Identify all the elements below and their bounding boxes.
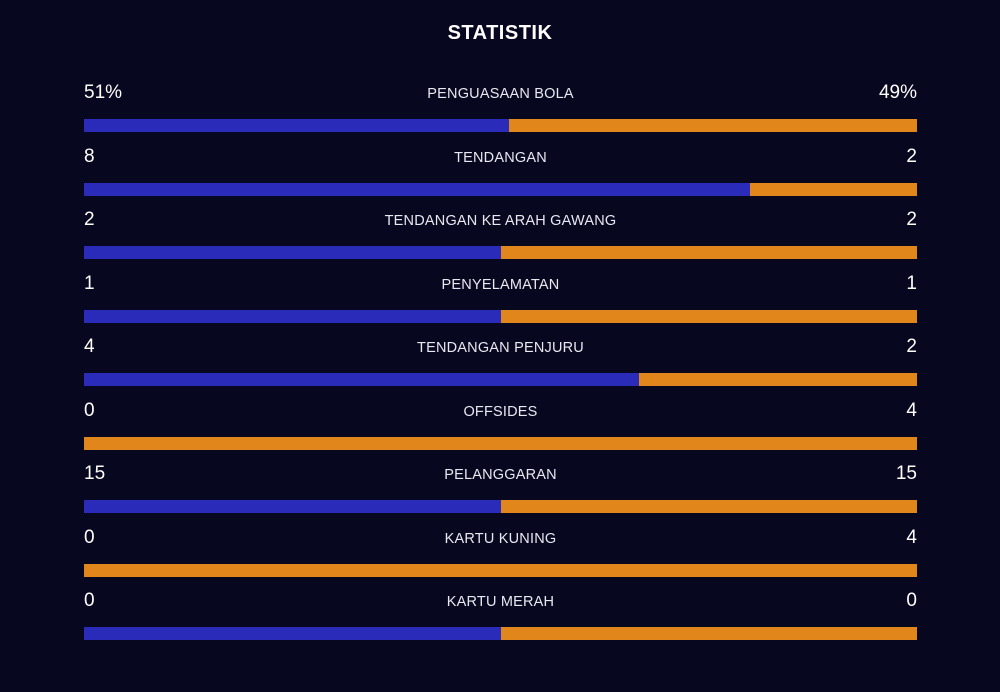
stat-row-possession: 51% PENGUASAAN BOLA 49% (84, 80, 917, 144)
away-value: 15 (895, 463, 917, 484)
comparison-bar (84, 373, 917, 386)
home-value: 0 (84, 399, 95, 421)
away-bar-segment (500, 309, 917, 323)
away-value: 2 (906, 209, 917, 230)
home-value: 51% (84, 82, 123, 103)
away-bar-segment (500, 500, 917, 513)
stat-label: OFFSIDES (463, 403, 538, 420)
stat-label: KARTU KUNING (444, 530, 557, 547)
home-bar-segment (84, 309, 501, 323)
home-value: 2 (84, 209, 95, 230)
home-value: 15 (84, 463, 106, 484)
stat-row-shots: 8 TENDANGAN 2 (84, 144, 917, 208)
stat-row-red-cards: 0 KARTU MERAH 0 (84, 588, 917, 652)
stat-row-offsides: 0 OFFSIDES 4 (84, 398, 917, 462)
away-bar-segment (84, 436, 917, 450)
home-bar-segment (84, 373, 640, 386)
stat-label: TENDANGAN PENJURU (417, 340, 584, 356)
away-value: 2 (906, 336, 917, 357)
stats-list: 51% PENGUASAAN BOLA 49% 8 TENDANGAN 2 (84, 80, 917, 652)
home-bar-segment (84, 119, 509, 132)
away-bar-segment (500, 627, 917, 640)
comparison-bar (84, 627, 917, 640)
home-bar-segment (84, 182, 751, 196)
page-title: STATISTIK (447, 22, 553, 44)
stat-row-corners: 4 TENDANGAN PENJURU 2 (84, 334, 917, 398)
away-value: 49% (878, 82, 917, 103)
away-bar-segment (500, 246, 917, 259)
home-value: 8 (84, 145, 95, 167)
stat-label: PENYELAMATAN (441, 276, 560, 293)
home-value: 0 (84, 590, 95, 611)
home-bar-segment (84, 627, 501, 640)
away-bar-segment (639, 373, 917, 386)
comparison-bar (84, 436, 917, 450)
away-value: 1 (906, 272, 917, 294)
away-value: 4 (906, 399, 917, 421)
stat-label: TENDANGAN KE ARAH GAWANG (384, 213, 617, 229)
stat-label: PELANGGARAN (444, 467, 557, 483)
stat-label: KARTU MERAH (446, 594, 555, 610)
home-value: 1 (84, 272, 95, 294)
home-bar-segment (84, 500, 501, 513)
stat-label: PENGUASAAN BOLA (427, 86, 574, 102)
comparison-bar (84, 246, 917, 259)
away-value: 2 (906, 145, 917, 167)
stat-row-saves: 1 PENYELAMATAN 1 (84, 271, 917, 335)
away-bar-segment (750, 182, 917, 196)
away-bar-segment (84, 563, 917, 577)
stat-row-yellow-cards: 0 KARTU KUNING 4 (84, 525, 917, 589)
comparison-bar (84, 500, 917, 513)
stat-row-fouls: 15 PELANGGARAN 15 (84, 461, 917, 525)
home-value: 0 (84, 526, 95, 548)
home-value: 4 (84, 336, 95, 357)
comparison-bar (84, 563, 917, 577)
away-value: 0 (906, 590, 917, 611)
comparison-bar (84, 182, 917, 196)
away-value: 4 (906, 526, 917, 548)
stat-label: TENDANGAN (454, 149, 547, 166)
stat-row-shots-on-target: 2 TENDANGAN KE ARAH GAWANG 2 (84, 207, 917, 271)
comparison-bar (84, 119, 917, 132)
comparison-bar (84, 309, 917, 323)
away-bar-segment (508, 119, 917, 132)
home-bar-segment (84, 246, 501, 259)
